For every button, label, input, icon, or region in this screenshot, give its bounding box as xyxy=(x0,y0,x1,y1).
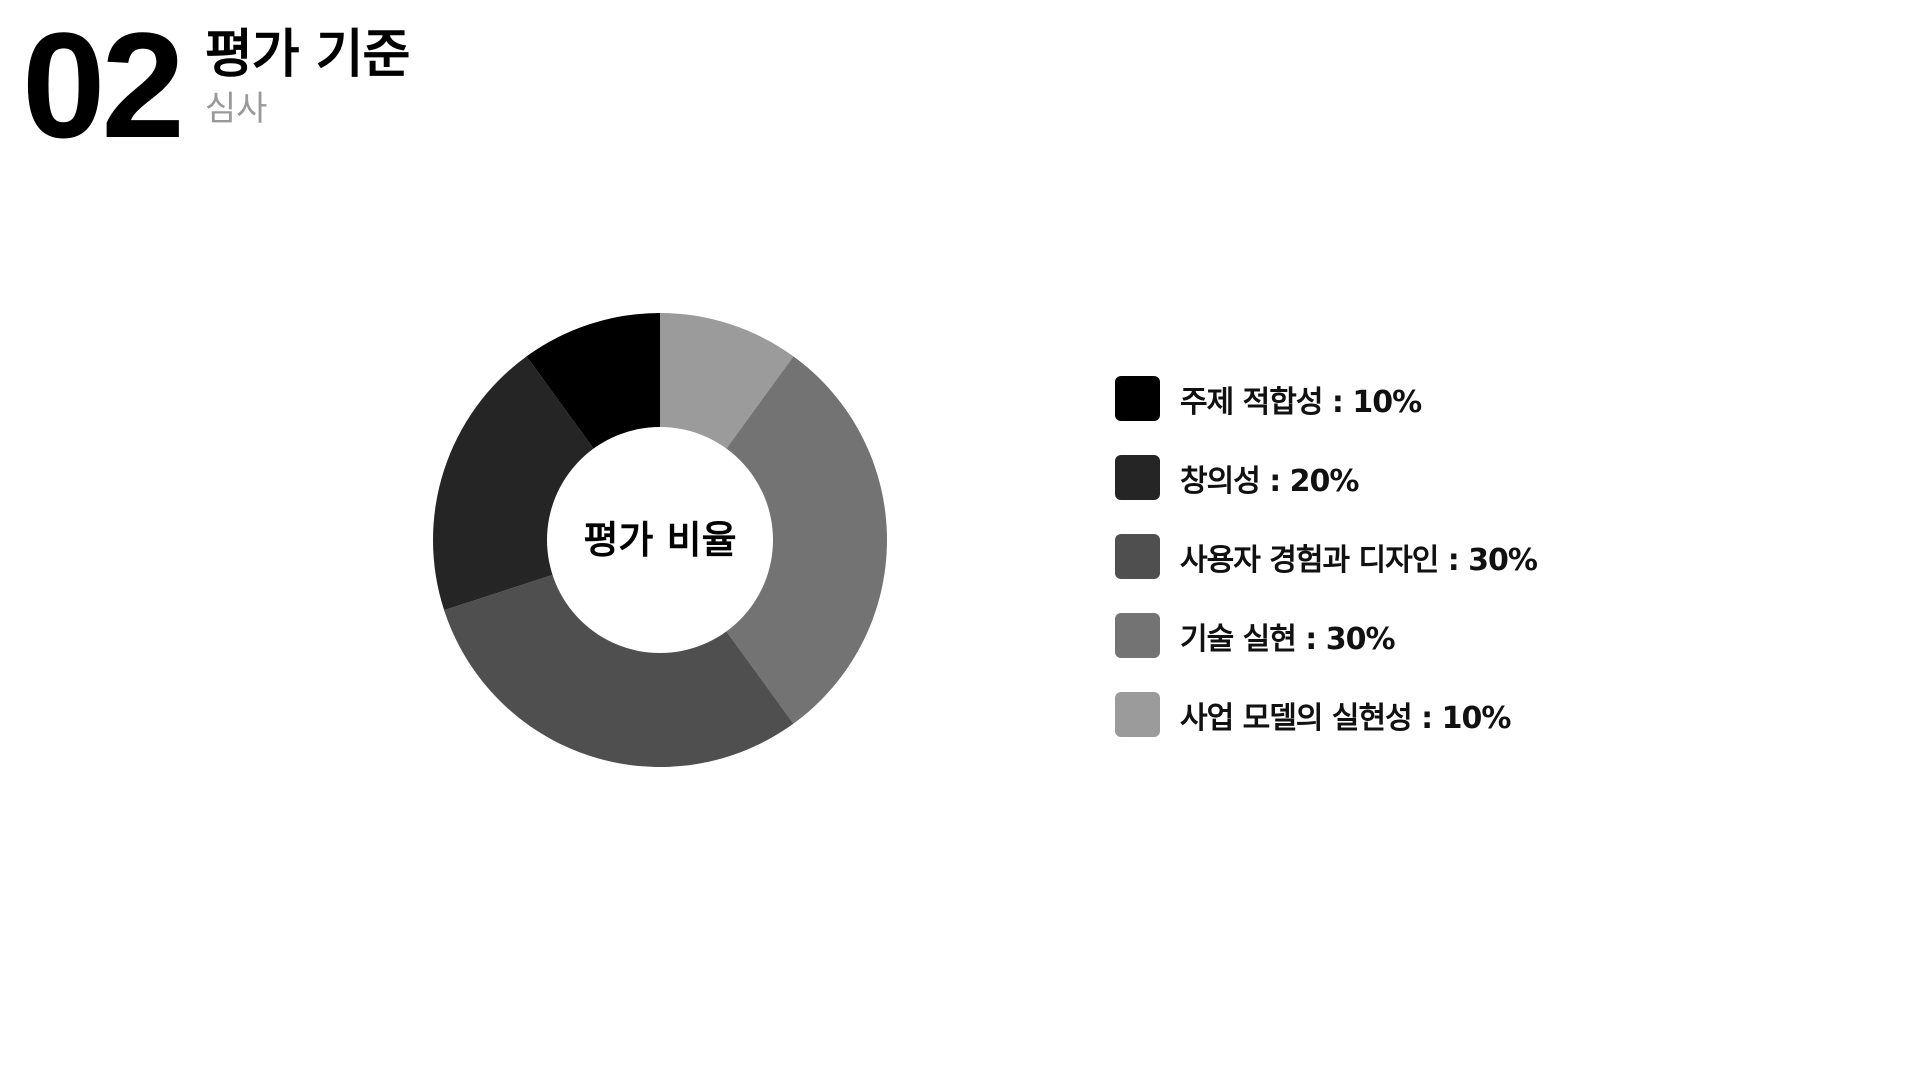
legend-item: 주제 적합성 : 10% xyxy=(1115,376,1537,421)
legend-label: 주제 적합성 : 10% xyxy=(1180,384,1422,420)
legend-label: 창의성 : 20% xyxy=(1180,463,1359,499)
donut-chart: 평가 비율 xyxy=(420,300,900,780)
section-heading-group: 평가 기준 심사 xyxy=(204,25,410,129)
donut-center-label: 평가 비율 xyxy=(583,518,736,562)
section-number: 02 xyxy=(22,1,185,169)
legend-swatch xyxy=(1115,376,1160,421)
legend-label: 사용자 경험과 디자인 : 30% xyxy=(1180,542,1538,578)
legend-swatch xyxy=(1115,692,1160,737)
legend-swatch xyxy=(1115,613,1160,658)
donut-slice-4 xyxy=(660,356,887,724)
legend-item: 창의성 : 20% xyxy=(1115,455,1537,500)
legend-swatch xyxy=(1115,455,1160,500)
legend-item: 사용자 경험과 디자인 : 30% xyxy=(1115,534,1538,579)
section-title: 평가 기준 xyxy=(204,25,410,85)
legend-label: 기술 실현 : 30% xyxy=(1180,621,1396,657)
legend-item: 기술 실현 : 30% xyxy=(1115,613,1537,658)
chart-legend: 주제 적합성 : 10% 창의성 : 20% 사용자 경험과 디자인 : 30% 기술… xyxy=(1115,376,1538,737)
donut-slice-3 xyxy=(444,540,794,767)
section-header: 02 평가 기준 심사 xyxy=(22,1,410,169)
legend-item: 사업 모델의 실현성 : 10% xyxy=(1115,692,1537,737)
legend-swatch xyxy=(1115,534,1160,579)
donut-hole xyxy=(547,427,773,653)
donut-chart-svg: 평가 비율 xyxy=(433,313,887,767)
legend-label: 사업 모델의 실현성 : 10% xyxy=(1180,700,1511,736)
section-subtitle: 심사 xyxy=(204,88,268,129)
